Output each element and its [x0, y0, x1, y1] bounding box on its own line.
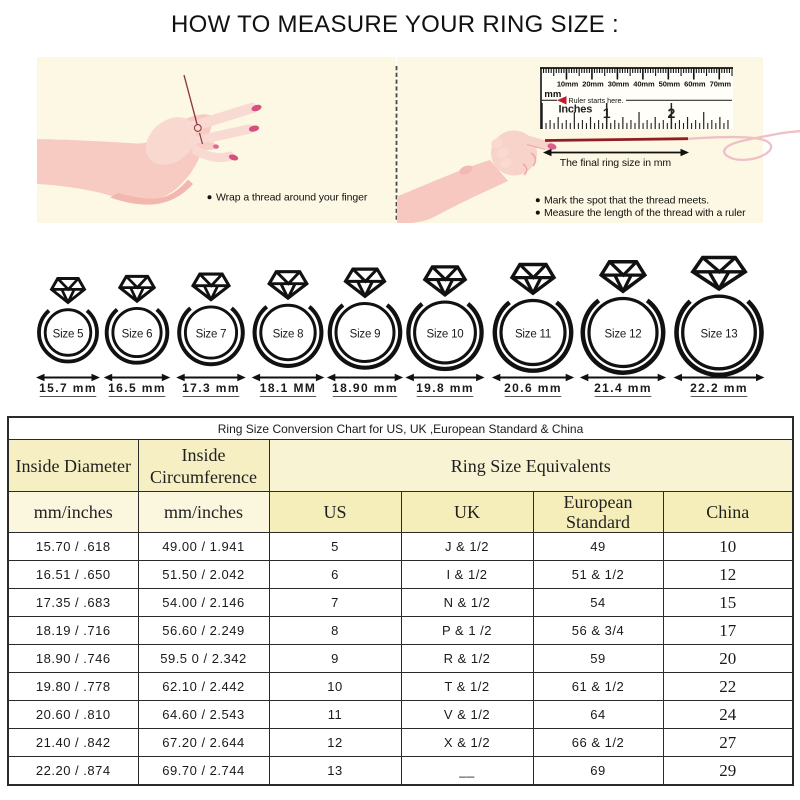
svg-text:18.1 MM: 18.1 MM	[260, 381, 316, 395]
svg-text:18.90 mm: 18.90 mm	[332, 381, 398, 395]
svg-text:Ruler starts here.: Ruler starts here.	[569, 96, 624, 105]
svg-text:Mark the spot that the thread: Mark the spot that the thread meets.	[544, 194, 709, 206]
svg-text:1: 1	[603, 105, 611, 121]
svg-text:16.5 mm: 16.5 mm	[108, 381, 166, 395]
svg-text:2: 2	[668, 105, 676, 121]
svg-text:mm: mm	[544, 89, 561, 100]
svg-text:The final ring size in mm: The final ring size in mm	[560, 157, 672, 169]
svg-text:Size 6: Size 6	[122, 328, 153, 340]
svg-text:21.4 mm: 21.4 mm	[594, 381, 652, 395]
svg-text:30mm: 30mm	[608, 80, 630, 89]
svg-text:Size 11: Size 11	[515, 328, 551, 340]
svg-text:19.8 mm: 19.8 mm	[416, 381, 474, 395]
svg-text:Wrap a thread around your fing: Wrap a thread around your finger	[216, 192, 368, 204]
svg-text:Measure the length of the thre: Measure the length of the thread with a …	[544, 207, 746, 219]
svg-text:10mm: 10mm	[557, 80, 579, 89]
svg-text:70mm: 70mm	[710, 80, 732, 89]
svg-text:50mm: 50mm	[659, 80, 681, 89]
svg-text:60mm: 60mm	[684, 80, 706, 89]
svg-text:20.6 mm: 20.6 mm	[504, 381, 562, 395]
svg-text:Inches: Inches	[559, 104, 593, 116]
svg-text:Size 8: Size 8	[273, 328, 304, 340]
svg-text:Size 12: Size 12	[605, 328, 642, 340]
svg-text:20mm: 20mm	[582, 80, 604, 89]
svg-text:15.7 mm: 15.7 mm	[39, 381, 97, 395]
svg-text:17.3 mm: 17.3 mm	[182, 381, 240, 395]
svg-text:Size 5: Size 5	[53, 328, 84, 340]
svg-text:Size 10: Size 10	[427, 328, 464, 340]
svg-text:Size 9: Size 9	[350, 328, 381, 340]
svg-text:Size 7: Size 7	[196, 328, 227, 340]
svg-text:Size 13: Size 13	[701, 328, 738, 340]
svg-text:40mm: 40mm	[633, 80, 655, 89]
svg-text:22.2 mm: 22.2 mm	[690, 381, 748, 395]
